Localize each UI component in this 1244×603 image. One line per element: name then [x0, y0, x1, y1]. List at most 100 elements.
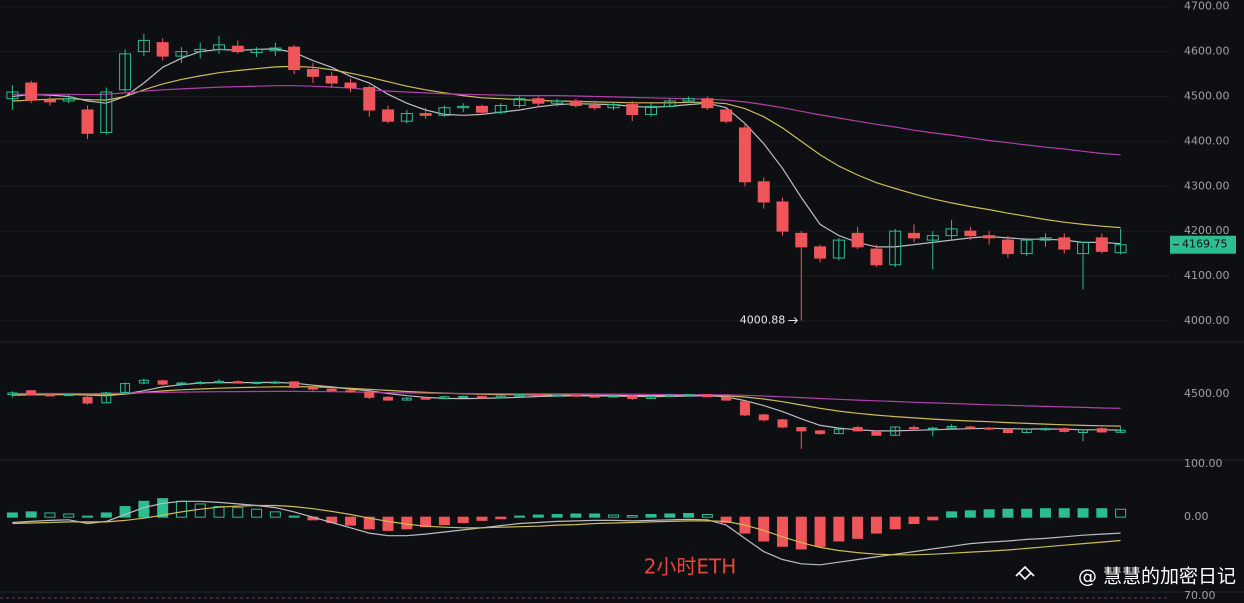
candle-body — [119, 53, 132, 91]
candle-body — [7, 392, 18, 396]
line — [12, 385, 1121, 427]
macd-bar — [438, 516, 450, 526]
macd-bar — [44, 512, 56, 518]
macd-bar — [6, 512, 18, 518]
candle-body — [626, 104, 639, 115]
candle-body — [702, 394, 713, 398]
macd-bar — [720, 516, 732, 523]
macd-bar — [664, 513, 676, 518]
y-tick-label: 4500.00 — [1184, 89, 1230, 102]
candle-body — [721, 396, 732, 401]
macd-bar — [946, 511, 958, 518]
macd-bar — [645, 514, 657, 518]
candle-body — [476, 395, 487, 399]
macd-bar — [495, 516, 507, 520]
macd-bar — [382, 516, 394, 531]
candle-body — [533, 394, 544, 397]
macd-bar — [476, 516, 488, 521]
macd-bar — [814, 516, 826, 547]
macd-bar — [1077, 508, 1089, 518]
candle-body — [1077, 241, 1090, 255]
candle-body — [400, 113, 413, 122]
candle-body — [213, 44, 226, 50]
candle-body — [1021, 428, 1032, 434]
candle-body — [231, 45, 244, 53]
macd-bar — [908, 516, 920, 525]
candle-body — [63, 394, 74, 397]
macd-bar — [927, 516, 939, 521]
candle-body — [156, 42, 169, 57]
candle-body — [1059, 428, 1070, 432]
candle-body — [325, 75, 338, 84]
macd-bar — [889, 516, 901, 530]
candle-body — [344, 82, 357, 89]
candle-body — [645, 105, 658, 115]
macd-bar — [82, 515, 94, 518]
candle-body — [927, 427, 938, 430]
candle-body — [757, 181, 770, 203]
line — [12, 48, 1121, 248]
y-tick-label: 4600.00 — [1184, 45, 1230, 58]
candle-body — [120, 383, 131, 393]
candle-body — [908, 427, 919, 430]
watermark: @ 慧慧的加密日记 — [1078, 566, 1236, 588]
candle-body — [289, 381, 300, 388]
macd-bar — [100, 512, 112, 518]
candle-body — [871, 430, 882, 436]
candle-body — [457, 105, 470, 109]
candle-body — [1002, 428, 1013, 434]
macd-bar — [1115, 508, 1127, 518]
candle-body — [1040, 428, 1051, 431]
candle-body — [6, 91, 19, 100]
candle-body — [776, 201, 789, 232]
macd-bar — [269, 511, 281, 518]
candle-body — [945, 228, 958, 237]
candle-body — [495, 395, 506, 399]
candle-body — [777, 419, 788, 428]
candle-body — [1095, 237, 1108, 252]
macd-bar — [626, 515, 638, 518]
candle-body — [907, 232, 920, 239]
candle-body — [964, 230, 977, 237]
candle-body — [43, 99, 56, 103]
y-tick-label: 4300.00 — [1184, 179, 1230, 192]
macd-bar — [551, 514, 563, 518]
candle-body — [983, 235, 996, 239]
candle-body — [589, 395, 600, 398]
low-arrow — [788, 317, 798, 324]
candle-body — [627, 395, 638, 399]
candle-body — [194, 48, 207, 53]
candle-body — [420, 397, 431, 400]
candle-body — [419, 113, 432, 116]
candle-body — [851, 232, 864, 248]
macd-bar — [1039, 508, 1051, 518]
macd-bar — [1021, 508, 1033, 518]
macd-bar — [701, 514, 713, 518]
candle-body — [363, 87, 376, 111]
candle-body — [852, 427, 863, 432]
candle-body — [475, 105, 488, 113]
candle-body — [82, 396, 93, 404]
candle-body — [100, 91, 113, 133]
candle-body — [890, 426, 901, 436]
candle-body — [1115, 429, 1126, 433]
candle-body — [814, 246, 827, 259]
candle-body — [494, 104, 507, 113]
macd-bar — [1096, 508, 1108, 518]
candle-body — [270, 381, 281, 384]
candle-body — [551, 100, 564, 104]
candle-body — [646, 395, 657, 399]
line — [12, 85, 1121, 156]
candle-body — [701, 98, 714, 109]
candle-body — [833, 428, 844, 435]
candle-body — [664, 394, 675, 397]
candle-body — [307, 386, 318, 390]
candle-body — [552, 394, 563, 397]
candle-body — [815, 430, 826, 435]
candle-body — [984, 427, 995, 430]
candle-body — [458, 395, 469, 398]
candle-body — [306, 69, 319, 77]
candle-body — [25, 82, 38, 101]
candle-body — [439, 396, 450, 400]
